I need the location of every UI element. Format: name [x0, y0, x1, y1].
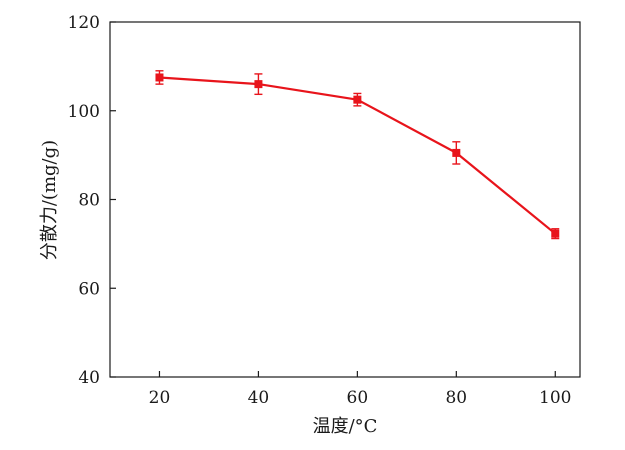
- x-axis: 20 40 60 80 100: [149, 371, 571, 408]
- x-tick-label: 80: [445, 388, 467, 408]
- x-tick-label: 60: [347, 388, 369, 408]
- series-layer: [155, 70, 560, 240]
- plot-frame: [109, 21, 581, 378]
- y-tick-label: 40: [78, 368, 100, 388]
- data-point: [551, 229, 560, 238]
- x-axis-title: 温度/°C: [313, 416, 378, 437]
- y-tick-label: 60: [78, 279, 100, 299]
- x-tick-label: 20: [149, 388, 171, 408]
- y-tick-label: 80: [78, 191, 100, 211]
- y-axis: 40 60 80 100 120: [68, 13, 116, 388]
- x-tick-label: 100: [539, 388, 571, 408]
- data-point: [353, 95, 362, 104]
- y-tick-label: 120: [68, 13, 100, 33]
- data-point: [254, 80, 263, 89]
- data-point: [155, 73, 164, 82]
- data-point: [452, 148, 461, 157]
- x-tick-label: 40: [248, 388, 270, 408]
- y-axis-title: 分散力/(mg/g): [39, 140, 60, 260]
- y-tick-label: 100: [68, 102, 100, 122]
